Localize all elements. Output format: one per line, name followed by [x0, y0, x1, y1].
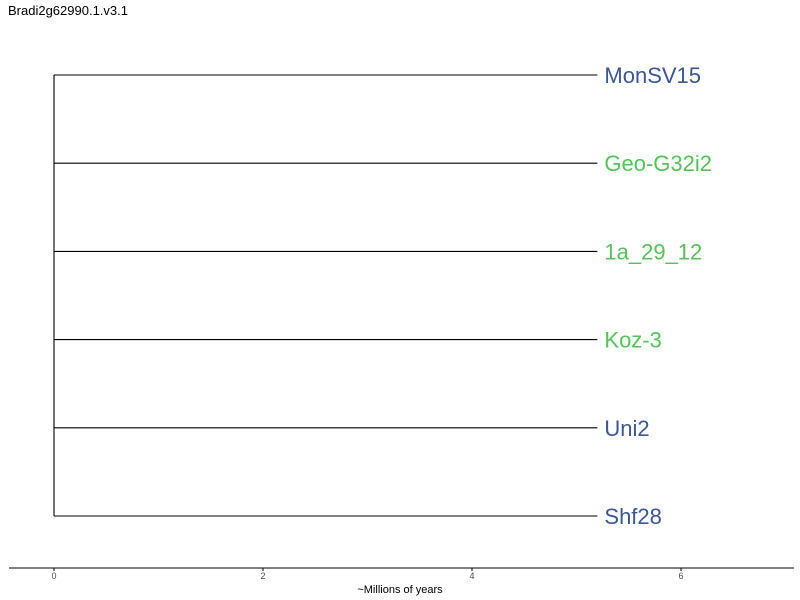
x-tick-label: 0 [51, 571, 56, 581]
x-axis-title: ~Millions of years [357, 584, 443, 596]
tip-label-1a-29-12: 1a_29_12 [604, 239, 702, 264]
x-tick-label: 2 [260, 571, 265, 581]
figure-title: Bradi2g62990.1.v3.1 [8, 3, 128, 18]
tree-branches [53, 74, 598, 517]
tip-label-geo-g32i2: Geo-G32i2 [604, 151, 712, 176]
x-axis: 0 2 4 6 ~Millions of years [9, 567, 794, 596]
tip-label-shf28: Shf28 [604, 504, 662, 529]
tip-label-koz-3: Koz-3 [604, 328, 661, 353]
tip-labels: MonSV15 Geo-G32i2 1a_29_12 Koz-3 Uni2 Shf28 [604, 63, 712, 529]
tip-label-uni2: Uni2 [604, 416, 649, 441]
tip-label-monsv15: MonSV15 [604, 63, 701, 88]
x-tick-label: 4 [469, 571, 474, 581]
x-tick-label: 6 [678, 571, 683, 581]
